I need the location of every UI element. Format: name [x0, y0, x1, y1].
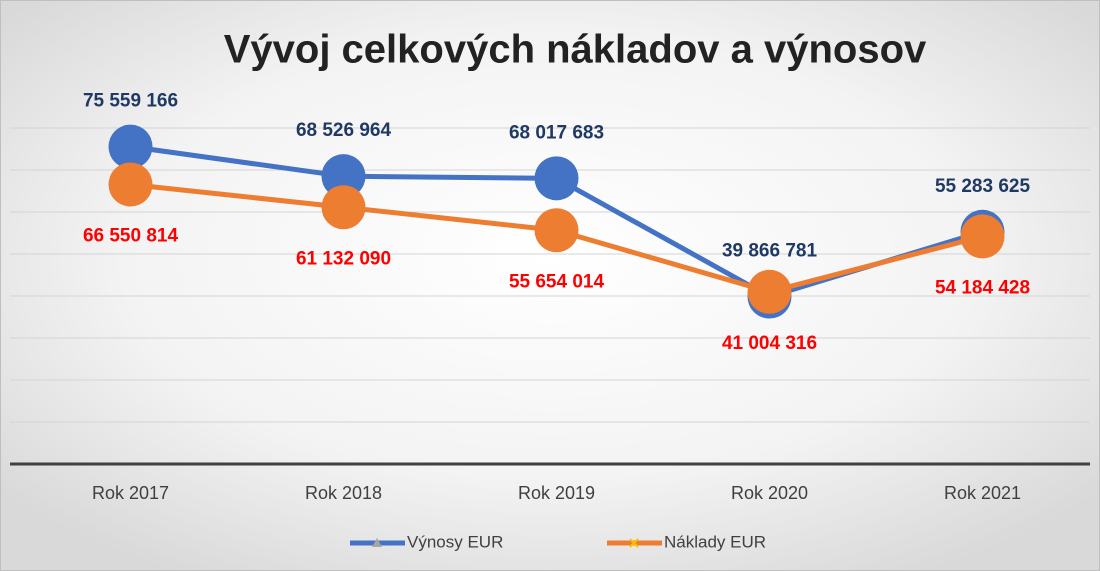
data-label: 55 283 625	[935, 176, 1031, 197]
data-label: 68 526 964	[296, 120, 392, 141]
data-label: 61 132 090	[296, 248, 391, 269]
marker	[321, 154, 366, 199]
data-label: 55 654 014	[509, 271, 605, 292]
data-label: 66 550 814	[83, 226, 179, 247]
legend-marker	[372, 538, 382, 547]
x-tick-label: Rok 2018	[305, 483, 382, 503]
marker	[534, 156, 579, 201]
data-label: 68 017 683	[509, 122, 604, 143]
legend-label: Náklady EUR	[664, 532, 766, 551]
marker	[321, 185, 366, 230]
x-tick-label: Rok 2020	[731, 483, 808, 503]
data-label: 39 866 781	[722, 241, 818, 262]
data-label: 54 184 428	[935, 277, 1030, 298]
chart-title: Vývoj celkových nákladov a výnosov	[224, 28, 927, 72]
legend-label: Výnosy EUR	[407, 532, 503, 551]
data-label: 41 004 316	[722, 333, 817, 354]
marker	[108, 162, 153, 207]
marker	[108, 124, 153, 169]
x-tick-label: Rok 2017	[92, 483, 169, 503]
marker	[960, 214, 1005, 259]
x-tick-label: Rok 2021	[944, 483, 1021, 503]
marker	[747, 269, 792, 314]
data-label: 75 559 166	[83, 91, 178, 112]
legend-marker	[629, 538, 639, 548]
x-tick-label: Rok 2019	[518, 483, 595, 503]
marker	[534, 208, 579, 253]
